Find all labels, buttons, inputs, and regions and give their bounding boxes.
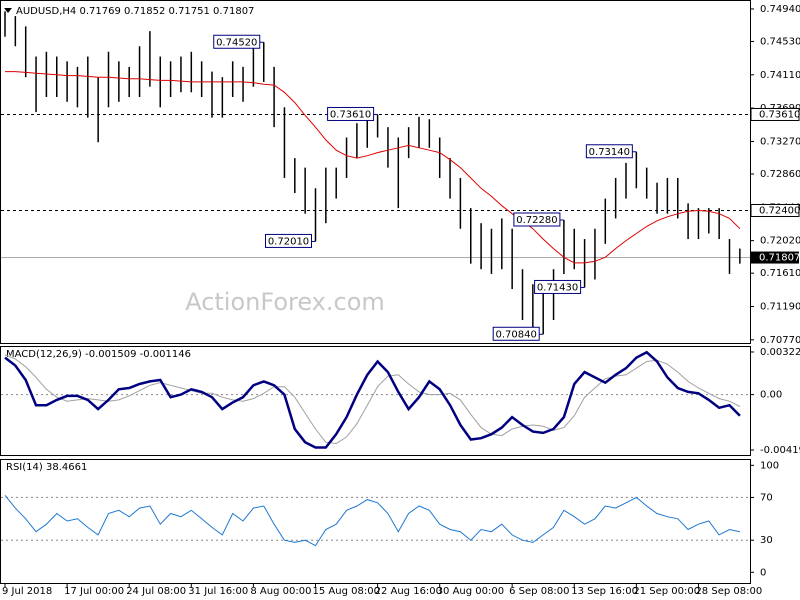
moving-average (5, 71, 741, 264)
x-tick-label: 22 Aug 16:00 (375, 586, 442, 597)
rsi-title: RSI(14) 38.4661 (6, 462, 87, 473)
x-tick-label: 30 Aug 00:00 (437, 586, 504, 597)
x-tick-label: 8 Aug 00:00 (250, 586, 311, 597)
x-tick-label: 21 Sep 00:00 (633, 586, 700, 597)
x-tick-label: 28 Sep 08:00 (695, 586, 762, 597)
x-tick-label: 17 Jul 00:00 (64, 586, 124, 597)
y-tick-label: 0.74940 (760, 4, 800, 15)
annotation-label: 0.71430 (537, 282, 578, 293)
annotation-label: 0.73140 (589, 147, 630, 158)
price-frame (0, 0, 751, 344)
macd-title: MACD(12,26,9) -0.001509 -0.001146 (6, 349, 191, 360)
macd-line (4, 350, 741, 449)
annotation-label: 0.73610 (330, 109, 371, 120)
x-tick-label: 6 Sep 08:00 (509, 586, 569, 597)
macd-frame (0, 346, 751, 456)
y-tick-label: 0.70770 (760, 335, 800, 346)
x-tick-label: 13 Sep 16:00 (571, 586, 638, 597)
price-title: AUDUSD,H4 0.71769 0.71852 0.71751 0.7180… (16, 6, 254, 17)
y-tick-label: 0.74110 (760, 70, 800, 81)
y-tick-label: 0.71190 (760, 301, 800, 312)
level-label: 0.72400 (759, 205, 800, 216)
y-tick-label: 0 (760, 567, 766, 578)
x-tick-label: 31 Jul 16:00 (188, 586, 248, 597)
y-tick-label: 70 (760, 492, 773, 503)
annotation-label: 0.70840 (496, 329, 537, 340)
y-tick-label: 0.00 (760, 390, 782, 401)
y-tick-label: 0.72860 (760, 169, 800, 180)
y-tick-label: 0.71610 (760, 268, 800, 279)
y-tick-label: 0.73270 (760, 136, 800, 147)
title-arrow (4, 8, 12, 13)
level-label: 0.73610 (759, 109, 800, 120)
x-tick-label: 24 Jul 08:00 (126, 586, 186, 597)
annotation-label: 0.72010 (268, 236, 309, 247)
y-tick-label: 30 (760, 535, 773, 546)
rsi-frame (0, 459, 751, 584)
y-tick-label: 0.74530 (760, 36, 800, 47)
last-price-box (751, 251, 799, 264)
signal-line (4, 354, 741, 445)
rsi-line (4, 494, 741, 547)
level-label-box (750, 203, 800, 217)
y-tick-label: 0.72020 (760, 236, 800, 247)
y-tick-label: 100 (760, 460, 779, 471)
watermark: ActionForex.com (185, 288, 385, 316)
annotation-label: 0.72280 (516, 215, 557, 226)
level-label-box (750, 107, 800, 121)
x-tick-label: 9 Jul 2018 (2, 586, 52, 597)
x-tick-label: 15 Aug 08:00 (313, 586, 380, 597)
y-tick-label: -0.004191 (760, 445, 800, 456)
y-tick-label: 0.003223 (760, 347, 800, 358)
annotation-label: 0.74520 (216, 37, 257, 48)
last-price-label: 0.71807 (759, 253, 800, 264)
